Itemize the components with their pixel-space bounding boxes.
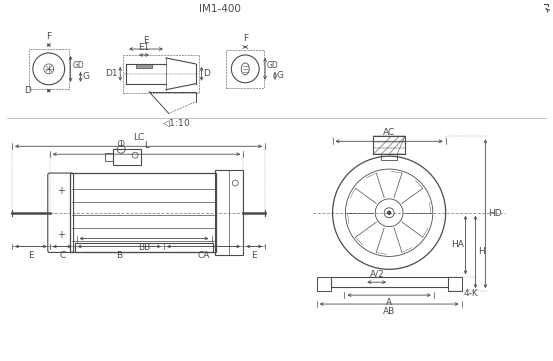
Bar: [75, 243, 213, 252]
Bar: [136, 64, 152, 68]
Bar: [123, 55, 199, 93]
Text: GD: GD: [72, 61, 84, 70]
Text: HA: HA: [451, 240, 463, 249]
Bar: [317, 277, 331, 291]
Text: $\lhd$1:10: $\lhd$1:10: [161, 117, 190, 129]
Bar: [216, 170, 243, 256]
Text: +: +: [56, 230, 65, 240]
Text: C: C: [59, 252, 65, 260]
Text: B: B: [116, 252, 122, 260]
Text: E: E: [28, 252, 34, 260]
Text: E: E: [143, 36, 149, 45]
Text: +: +: [56, 186, 65, 196]
Text: HD: HD: [488, 209, 502, 218]
Text: AB: AB: [383, 307, 395, 316]
Text: 4-K: 4-K: [463, 289, 478, 297]
Text: A/2: A/2: [370, 269, 384, 278]
Circle shape: [388, 211, 390, 214]
Text: L: L: [144, 141, 149, 150]
Text: F: F: [243, 34, 248, 43]
Text: E: E: [252, 252, 257, 260]
Bar: [381, 154, 397, 160]
Text: F: F: [46, 32, 51, 41]
Bar: [113, 149, 141, 165]
Text: LC: LC: [133, 133, 144, 142]
Text: D1: D1: [106, 69, 118, 78]
Bar: [70, 173, 216, 252]
Text: D: D: [24, 86, 31, 95]
Text: E1: E1: [138, 43, 150, 52]
Text: CA: CA: [197, 252, 210, 260]
Bar: [105, 153, 113, 161]
Bar: [29, 49, 69, 89]
Text: BB: BB: [138, 243, 150, 252]
Text: A: A: [386, 298, 392, 307]
Text: H: H: [478, 247, 485, 256]
Bar: [331, 277, 448, 287]
Bar: [448, 277, 462, 291]
Text: GD: GD: [267, 61, 279, 70]
Text: IM1-400: IM1-400: [200, 4, 241, 14]
Text: G: G: [82, 72, 90, 81]
Text: AC: AC: [383, 128, 395, 137]
Text: G: G: [277, 71, 284, 80]
Text: D: D: [204, 69, 211, 78]
Bar: [226, 50, 264, 88]
Bar: [373, 136, 405, 154]
